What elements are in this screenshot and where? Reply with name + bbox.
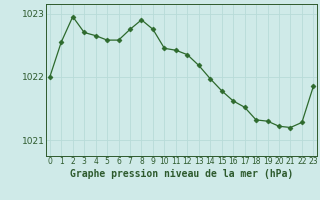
X-axis label: Graphe pression niveau de la mer (hPa): Graphe pression niveau de la mer (hPa) <box>70 169 293 179</box>
